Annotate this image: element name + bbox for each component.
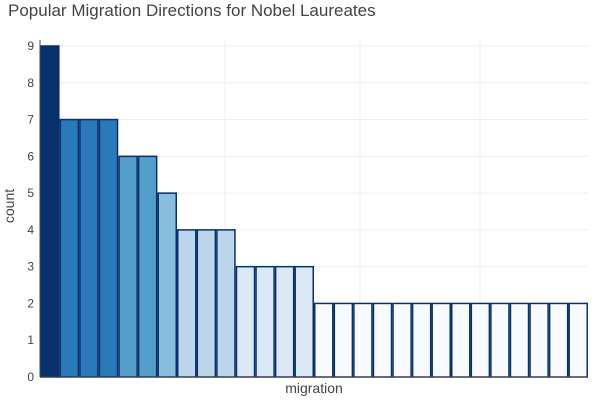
bar — [274, 265, 295, 378]
y-tick-label: 3 — [27, 260, 34, 274]
y-tick-label: 7 — [27, 113, 34, 127]
y-tick-label: 1 — [27, 333, 34, 347]
bar — [431, 302, 451, 378]
bar — [372, 302, 393, 378]
bar — [568, 302, 588, 378]
bar — [216, 229, 236, 378]
y-tick-label: 6 — [27, 149, 34, 163]
bar — [470, 302, 491, 378]
bar — [79, 118, 99, 378]
bar — [392, 302, 412, 378]
y-tick-label: 9 — [27, 39, 34, 53]
bar — [196, 229, 217, 378]
bar — [451, 302, 471, 378]
bar — [235, 265, 256, 378]
bar — [314, 302, 334, 378]
y-tick-label: 8 — [27, 76, 34, 90]
bar — [353, 302, 373, 378]
bar — [177, 229, 197, 378]
bar — [294, 265, 314, 378]
bar — [411, 302, 432, 378]
y-tick-label: 5 — [27, 186, 34, 200]
y-tick-label: 2 — [27, 296, 34, 310]
y-axis-label: count — [1, 189, 17, 223]
bar — [157, 192, 177, 378]
bar — [529, 302, 549, 378]
y-tick-label: 4 — [27, 223, 34, 237]
bar — [333, 302, 354, 378]
bar — [40, 45, 60, 378]
bar — [118, 155, 138, 378]
bar — [98, 118, 119, 378]
bar — [509, 302, 530, 378]
bar — [59, 118, 80, 378]
y-axis-ticks: 0 1 2 3 4 5 6 7 8 9 — [27, 39, 34, 384]
bar — [548, 302, 569, 378]
bar — [255, 265, 275, 378]
x-axis-label: migration — [285, 380, 343, 396]
chart-title: Popular Migration Directions for Nobel L… — [8, 1, 376, 20]
bars — [40, 45, 588, 378]
bar — [137, 155, 158, 378]
bar — [490, 302, 510, 378]
y-tick-label: 0 — [27, 370, 34, 384]
